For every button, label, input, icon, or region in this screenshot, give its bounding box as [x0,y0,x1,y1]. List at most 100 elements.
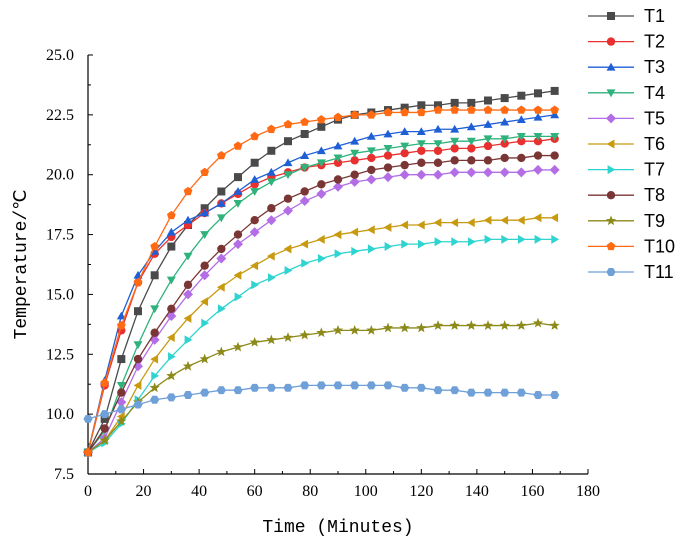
data-point-t9 [116,415,127,426]
data-point-t3 [500,117,510,126]
data-point-t8 [233,230,243,239]
data-point-t3 [266,167,276,176]
data-point-t6 [366,225,375,235]
data-point-t1 [500,94,509,103]
data-point-t7 [334,249,343,259]
data-point-t5 [266,215,277,226]
data-point-t6 [550,213,559,223]
data-point-t5 [299,196,310,207]
legend-item-t10: T10 [588,236,675,256]
data-point-t1 [534,89,542,98]
data-point-t10 [250,131,260,141]
data-point-t10 [466,105,476,114]
data-point-t10 [183,186,193,196]
data-point-t8 [300,187,309,196]
data-point-t10 [383,107,393,117]
data-point-t7 [434,237,443,247]
data-point-t11 [433,386,443,395]
data-point-t1 [417,101,426,110]
data-point-t7 [317,254,326,264]
data-point-t10 [116,320,126,330]
data-point-t9 [232,341,244,352]
plot-area: 0 20 40 60 80 100 120 140 160 180 7.5 10.0 12.5 15.0… [46,47,600,500]
data-point-t6 [500,215,509,225]
data-point-t3 [283,158,293,167]
data-point-t6 [400,220,409,230]
data-point-t7 [251,280,260,290]
data-point-t1 [434,101,442,110]
data-point-t3 [450,124,460,133]
data-point-t4 [450,137,460,146]
y-axis-ticks: 7.5 10.0 12.5 15.0 17.5 20.0 22.5 25.0 [46,47,93,483]
data-point-t7 [501,234,510,244]
data-point-t1 [550,86,559,95]
data-point-t9 [516,320,527,330]
data-point-t3 [233,187,243,195]
data-point-t7 [351,246,360,256]
data-point-t11 [450,386,460,395]
data-point-t4 [300,164,310,172]
data-point-t10 [233,141,243,150]
data-point-t4 [216,214,226,223]
data-point-t2 [367,153,376,163]
data-point-t5 [233,239,243,250]
data-point-t8 [200,261,209,270]
data-point-t4 [333,154,343,163]
data-point-t4 [500,135,510,144]
x-tick-label: 40 [191,483,207,500]
data-point-t8 [267,204,276,213]
legend-marker [606,268,616,276]
data-point-t4 [266,178,276,187]
data-point-t9 [182,360,194,371]
y-tick-label: 17.5 [46,227,74,244]
data-point-t5 [316,188,327,199]
data-point-t1 [317,122,326,131]
data-point-t11 [416,383,426,392]
data-point-t4 [316,159,326,168]
data-point-t6 [350,227,359,237]
data-point-t6 [283,244,292,254]
data-point-t3 [466,122,476,131]
data-point-t7 [401,239,410,249]
legend-label: T1 [644,6,665,26]
series-t6 [83,213,559,457]
data-point-t4 [400,142,410,151]
data-point-t10 [433,105,443,114]
data-point-t3 [383,129,393,138]
x-tick-label: 0 [84,483,92,500]
legend-label: T6 [644,134,665,154]
data-point-t9 [216,346,227,357]
data-point-t8 [533,151,543,160]
data-point-t2 [383,151,393,160]
data-point-t1 [250,158,259,167]
data-point-t1 [467,98,476,107]
data-point-t1 [284,137,292,146]
y-tick-label: 7.5 [54,466,74,483]
series-layer [82,86,560,458]
data-point-t11 [383,381,393,390]
legend-item-t9: T9 [588,211,665,231]
data-point-t11 [250,383,260,392]
data-point-t4 [200,231,210,239]
data-point-t11 [283,383,293,392]
data-point-t3 [333,141,343,150]
data-point-t9 [366,324,377,335]
data-point-t3 [300,151,310,159]
data-point-t5 [383,172,393,183]
data-point-t1 [484,96,492,105]
data-point-t6 [516,215,525,225]
data-point-t9 [482,320,494,330]
data-point-t5 [249,227,260,238]
data-point-t1 [117,355,126,364]
y-tick-label: 10.0 [46,406,74,423]
legend-item-t6: T6 [588,134,665,154]
data-point-t11 [266,383,276,392]
data-point-t6 [166,333,175,343]
data-point-t7 [534,234,543,244]
data-point-t10 [100,378,110,387]
data-point-t5 [499,167,510,178]
data-point-t3 [316,146,326,155]
data-point-t8 [483,156,493,165]
data-point-t5 [483,167,493,178]
legend-item-t3: T3 [588,57,665,77]
